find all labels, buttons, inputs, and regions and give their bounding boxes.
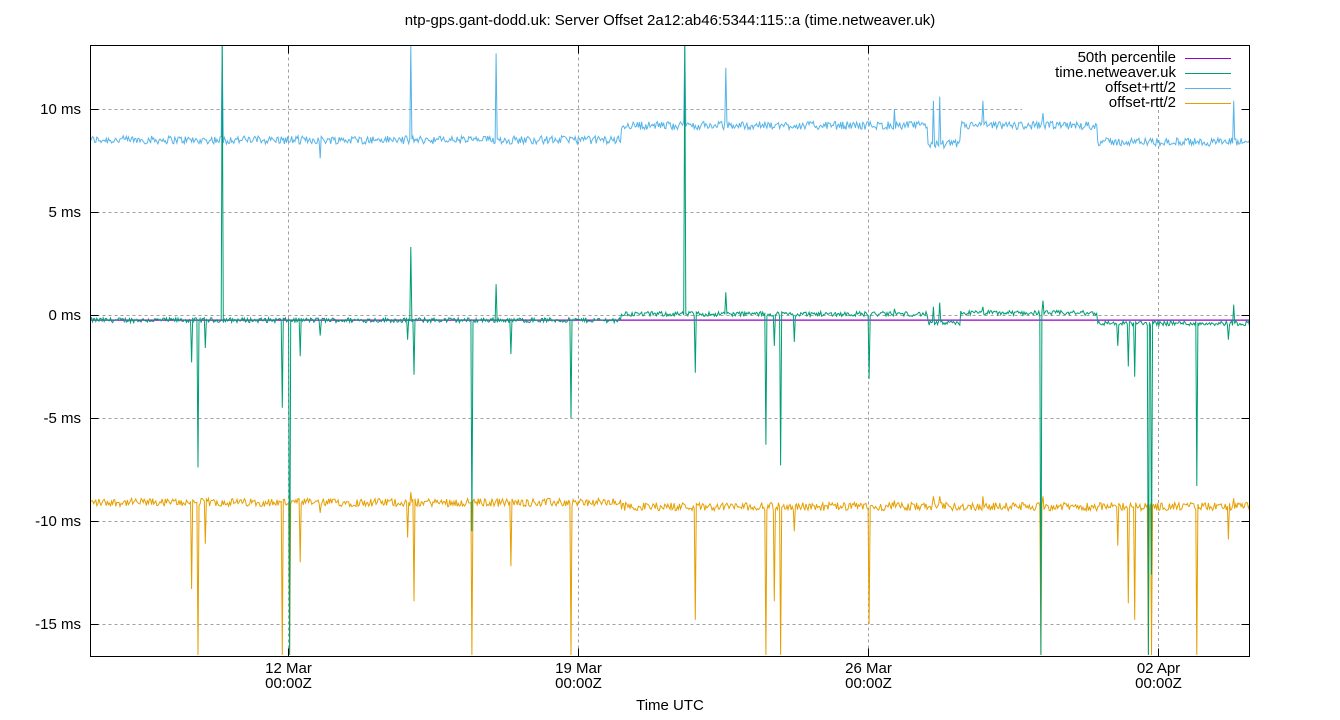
legend-swatch-purple xyxy=(1185,58,1231,59)
legend-swatch-blue xyxy=(1185,88,1231,89)
y-tick-label: 0 ms xyxy=(48,306,81,324)
legend-swatch-orange xyxy=(1185,103,1231,104)
y-tick-label: -15 ms xyxy=(35,615,81,633)
y-tick-label: 5 ms xyxy=(48,203,81,221)
chart-title: ntp-gps.gant-dodd.uk: Server Offset 2a12… xyxy=(404,12,936,29)
x-tick-label: 19 Mar 00:00Z xyxy=(555,660,602,692)
x-tick-label: 26 Mar 00:00Z xyxy=(845,660,892,692)
x-axis-title: Time UTC xyxy=(636,697,704,714)
x-tick-label: 12 Mar 00:00Z xyxy=(265,660,312,692)
series-offset xyxy=(90,45,1250,655)
y-tick-label: -5 ms xyxy=(43,409,82,427)
series-offset-minus-rtt xyxy=(90,492,1250,655)
legend-label: offset+rtt/2 xyxy=(1104,79,1176,96)
grid-lines xyxy=(90,45,1250,657)
legend-item-offset-minus-rtt: offset-rtt/2 xyxy=(1055,95,1231,110)
plot-frame xyxy=(90,45,1250,657)
legend-swatch-green xyxy=(1185,73,1231,74)
series-lines xyxy=(90,45,1250,655)
legend-item-50th-percentile: 50th percentile xyxy=(1055,50,1231,65)
legend-label: 50th percentile xyxy=(1077,49,1176,66)
legend-item-offset-plus-rtt: offset+rtt/2 xyxy=(1055,80,1231,95)
x-tick-label: 02 Apr 00:00Z xyxy=(1135,660,1182,692)
legend: 50th percentile time.netweaver.uk offset… xyxy=(1055,50,1231,110)
legend-item-offset: time.netweaver.uk xyxy=(1055,65,1231,80)
y-tick-label: -10 ms xyxy=(35,512,81,530)
legend-label: offset-rtt/2 xyxy=(1108,94,1176,111)
y-tick-label: 10 ms xyxy=(40,100,81,118)
legend-label: time.netweaver.uk xyxy=(1055,64,1176,81)
axis-ticks xyxy=(90,45,1250,657)
series-offset-plus-rtt xyxy=(90,45,1250,159)
